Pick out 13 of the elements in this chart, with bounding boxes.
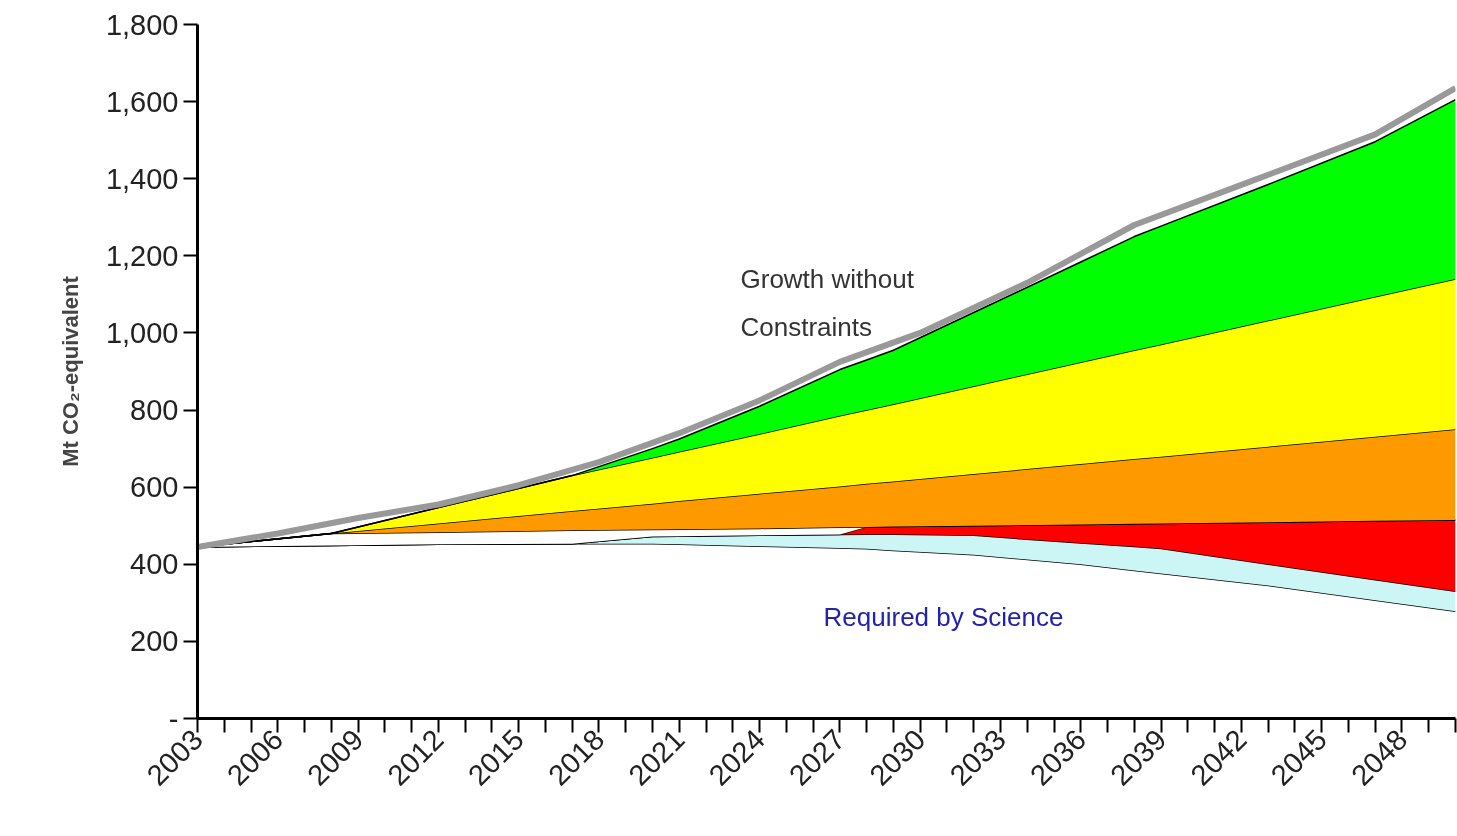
- y-tick-label: 600: [130, 471, 179, 504]
- y-tick-label: 1,800: [105, 8, 179, 41]
- y-tick-label: 200: [130, 625, 179, 658]
- y-tick-label: 1,000: [105, 316, 179, 349]
- y-tick-label: -: [168, 702, 179, 735]
- y-tick-label: 400: [130, 548, 179, 581]
- y-tick-label: 1,400: [105, 162, 179, 195]
- y-tick-label: 1,200: [105, 239, 179, 272]
- annotation: Required by Science: [823, 601, 1064, 632]
- y-tick-label: 800: [130, 394, 179, 427]
- y-axis-title: Mt CO₂-equivalent: [57, 275, 83, 467]
- y-tick-label: 1,600: [105, 85, 179, 118]
- annotation: Growth without Constraints: [740, 263, 915, 342]
